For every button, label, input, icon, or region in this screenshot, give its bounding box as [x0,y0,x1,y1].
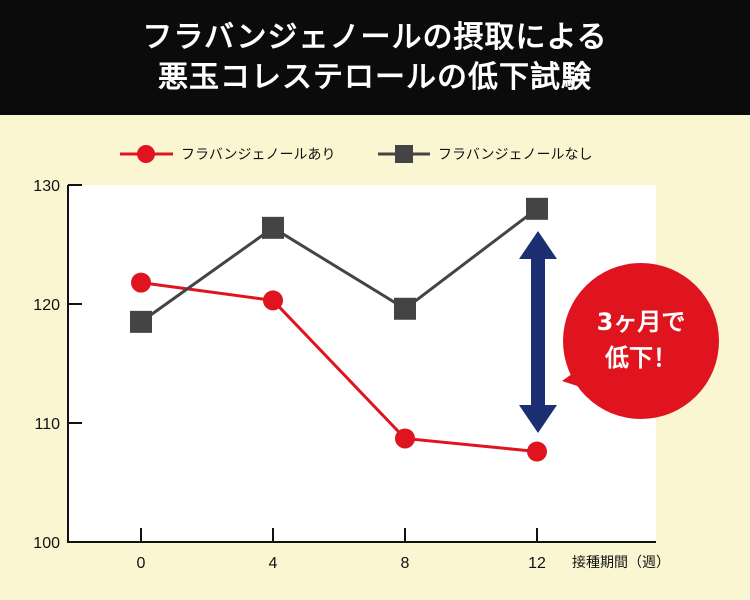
series-line-2 [140,207,538,324]
y-tick-label: 100 [33,535,60,552]
data-point-1 [131,272,151,293]
plot-area [68,185,656,542]
data-point-1 [263,290,283,311]
legend: フラバンジェノールあり フラバンジェノールなし [120,145,593,163]
chart-title-line-2: 悪玉コレステロールの低下試験 [158,59,592,95]
arrow-shape [519,231,557,433]
data-point-2 [262,216,284,239]
y-tick-label: 110 [34,416,60,433]
x-ticks: 0 4 8 12 [137,528,546,572]
line-chart: フラバンジェノールあり フラバンジェノールなし 100 110 120 130 0 4 8… [33,145,719,572]
callout-line-1: 3ヶ月で [597,308,686,336]
chart-title-line-1: フラバンジェノールの摂取による [142,19,608,55]
legend-with-marker [137,145,155,163]
x-tick-label: 0 [137,555,146,572]
legend-with-label: フラバンジェノールあり [181,147,336,163]
legend-without-label: フラバンジェノールなし [438,147,593,163]
x-tick-label: 8 [401,555,410,572]
x-tick-label: 12 [528,555,546,572]
callout-bubble: 3ヶ月で 低下！ [562,263,719,419]
callout-line-2: 低下！ [604,344,677,372]
data-point-1 [395,428,415,449]
callout-circle [563,263,719,419]
data-point-2 [394,297,416,320]
difference-arrow [519,231,557,433]
y-tick-label: 120 [33,297,60,314]
y-tick-label: 130 [33,178,60,195]
x-tick-label: 4 [269,555,278,572]
legend-without-marker [395,145,413,163]
data-point-1 [527,441,547,462]
y-ticks: 100 110 120 130 [33,178,82,552]
data-point-2 [130,310,152,333]
series-line-1 [140,281,538,454]
series-layer [130,197,548,462]
data-point-2 [526,197,548,220]
x-axis-unit-label: 接種期間（週） [572,554,670,571]
chart-title-banner: フラバンジェノールの摂取による 悪玉コレステロールの低下試験 [0,0,750,115]
